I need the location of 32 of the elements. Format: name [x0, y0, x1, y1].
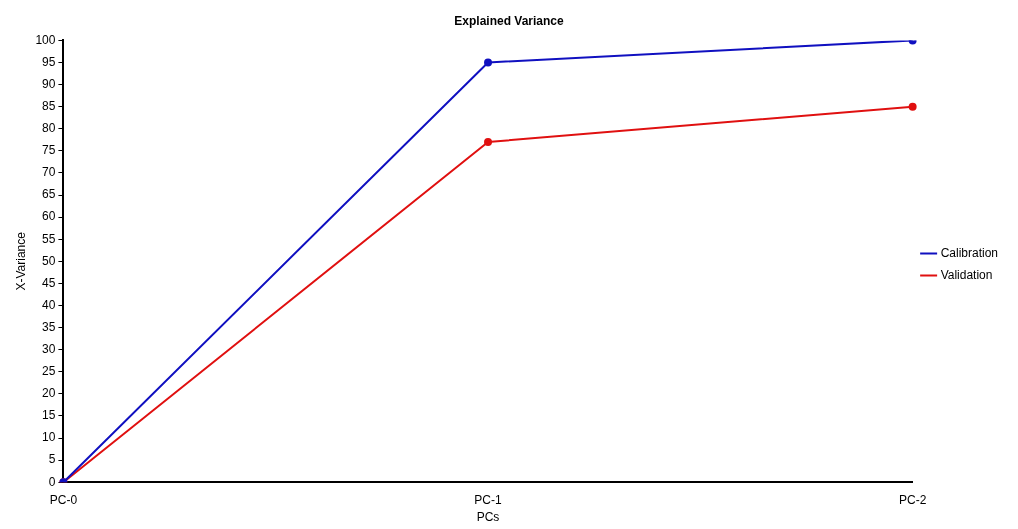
y-axis-title: X-Variance — [13, 231, 28, 291]
point — [908, 102, 917, 111]
y-tick-label: 30 — [42, 341, 56, 356]
y-tick-label: 45 — [42, 275, 56, 290]
x-tick-label: PC-2 — [898, 492, 927, 507]
y-tick-label: 10 — [42, 430, 56, 445]
y-tick-label: 70 — [42, 165, 56, 180]
y-tick-label: 15 — [42, 408, 56, 423]
y-tick-label: 90 — [42, 76, 56, 91]
y-tick-label: 25 — [42, 364, 56, 379]
y-tick-label: 95 — [42, 54, 56, 69]
y-tick-label: 75 — [42, 143, 56, 158]
y-tick-label: 55 — [42, 231, 56, 246]
y-tick-label: 0 — [48, 474, 56, 489]
y-tick-label: 20 — [42, 386, 56, 401]
y-tick-label: 40 — [42, 297, 56, 312]
point — [484, 138, 493, 147]
y-tick-label: 35 — [42, 319, 56, 334]
legend-label: Calibration — [940, 245, 999, 260]
x-tick-label: PC-1 — [474, 492, 503, 507]
y-tick-label: 50 — [42, 253, 56, 268]
x-axis-title: PCs — [476, 510, 500, 525]
y-tick-label: 85 — [42, 98, 56, 113]
chart-title: Explained Variance — [454, 13, 565, 28]
y-tick-label: 100 — [35, 32, 56, 47]
legend-label: Validation — [940, 267, 993, 282]
x-tick-label: PC-0 — [49, 492, 78, 507]
y-tick-label: 80 — [42, 121, 56, 136]
y-tick-label: 5 — [48, 452, 56, 467]
y-tick-label: 65 — [42, 187, 56, 202]
point — [484, 58, 493, 67]
y-tick-label: 60 — [42, 209, 56, 224]
